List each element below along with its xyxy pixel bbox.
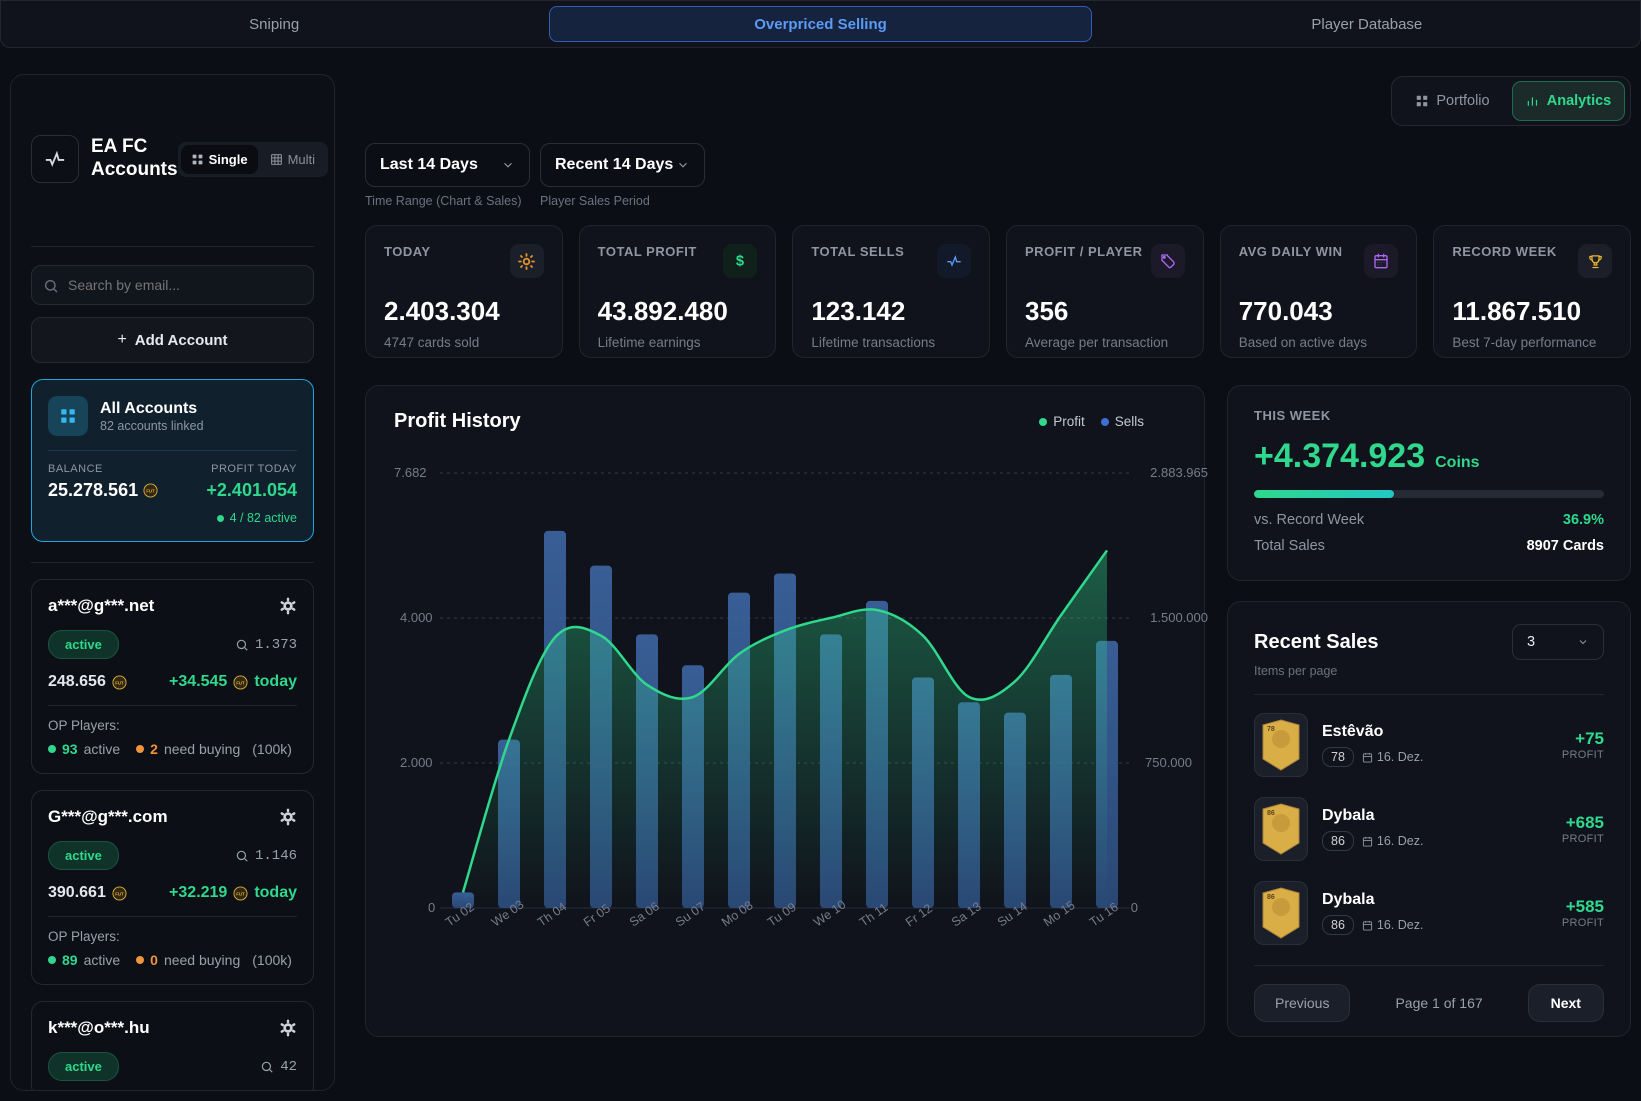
svg-text:FUT: FUT [237, 891, 246, 896]
svg-text:FUT: FUT [237, 680, 246, 685]
svg-text:FUT: FUT [115, 891, 124, 896]
svg-text:FUT: FUT [146, 488, 155, 493]
svg-text:86: 86 [1267, 894, 1275, 901]
svg-text:78: 78 [1267, 726, 1275, 733]
svg-text:$: $ [736, 254, 744, 269]
svg-text:86: 86 [1267, 810, 1275, 817]
svg-text:FUT: FUT [115, 680, 124, 685]
